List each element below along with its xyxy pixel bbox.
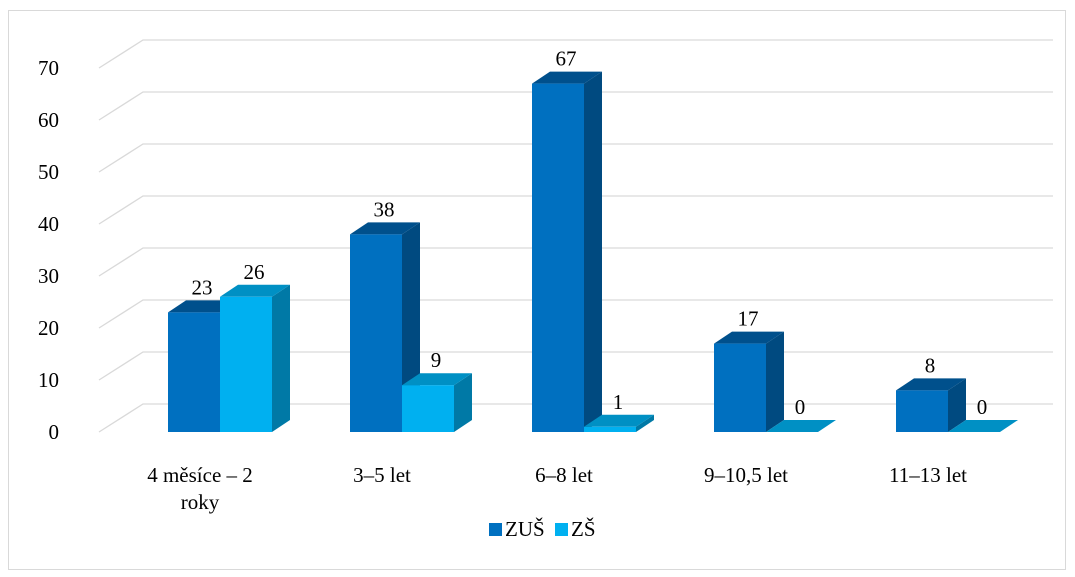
bar-top <box>584 414 654 427</box>
bar-front <box>584 426 636 432</box>
bar-ZŠ-1 <box>402 373 472 432</box>
data-label: 38 <box>374 197 395 221</box>
data-labels: 23 26 38 9 67 1 17 0 8 0 <box>192 47 988 419</box>
data-label: 23 <box>192 275 213 299</box>
data-label: 9 <box>431 348 442 372</box>
gridline <box>98 143 1053 173</box>
gridline <box>98 247 1053 277</box>
bar-front <box>714 343 766 432</box>
data-label: 67 <box>556 47 577 71</box>
bar-front <box>220 296 272 432</box>
data-label: 0 <box>977 395 988 419</box>
y-axis-ticks: 0 10 20 30 40 50 60 70 <box>38 56 59 444</box>
bar-top <box>350 222 420 235</box>
bar-side <box>584 71 602 432</box>
x-category-label: 4 měsíce – 2 roky <box>147 463 253 514</box>
bar-ZUŠ-2 <box>532 71 602 432</box>
y-tick-label: 40 <box>38 212 59 236</box>
bar-ZŠ-2 <box>584 414 654 432</box>
y-tick-label: 50 <box>38 160 59 184</box>
x-category-label: 6–8 let <box>535 463 593 487</box>
gridline <box>98 299 1053 329</box>
bar-front <box>402 385 454 432</box>
y-tick-label: 70 <box>38 56 59 80</box>
data-label: 17 <box>738 307 759 331</box>
bar-ZŠ-0 <box>220 284 290 432</box>
gridline <box>98 195 1053 225</box>
legend: ZUŠ ZŠ <box>489 517 596 541</box>
gridline <box>98 91 1053 121</box>
y-tick-label: 20 <box>38 316 59 340</box>
chart-frame: 0 10 20 30 40 50 60 70 23 26 38 9 67 1 17 0 8 0 4 měsíce… <box>8 10 1066 570</box>
data-label: 0 <box>795 395 806 419</box>
bar-front <box>532 83 584 432</box>
x-category-label: 3–5 let <box>353 463 411 487</box>
legend-swatch <box>555 523 568 536</box>
x-category-label: 9–10,5 let <box>704 463 788 487</box>
bar-side <box>272 284 290 432</box>
bar-top <box>402 373 472 386</box>
bar-ZUŠ-4 <box>896 378 966 432</box>
bar-top <box>948 420 1018 432</box>
x-category-label: 11–13 let <box>889 463 967 487</box>
y-tick-label: 60 <box>38 108 59 132</box>
legend-swatch <box>489 523 502 536</box>
data-label: 26 <box>244 260 265 284</box>
data-label: 8 <box>925 353 936 377</box>
y-tick-label: 30 <box>38 264 59 288</box>
bar-top <box>896 378 966 391</box>
bar-side <box>454 373 472 432</box>
legend-label: ZUŠ <box>505 517 545 541</box>
legend-item: ZŠ <box>555 517 596 541</box>
bar-ZŠ-3 <box>766 420 836 432</box>
legend-item: ZUŠ <box>489 517 545 541</box>
bar-top <box>766 420 836 432</box>
bar-front <box>168 312 220 432</box>
bar-top <box>220 284 290 297</box>
gridline <box>98 39 1053 69</box>
bar-side <box>766 331 784 432</box>
gridlines <box>98 39 1053 433</box>
bar-chart: 0 10 20 30 40 50 60 70 23 26 38 9 67 1 17 0 8 0 4 měsíce… <box>38 39 1053 541</box>
bar-top <box>532 71 602 84</box>
legend-label: ZŠ <box>571 517 596 541</box>
y-tick-label: 0 <box>49 420 60 444</box>
bar-top <box>714 331 784 344</box>
x-axis-categories: 4 měsíce – 2 roky 3–5 let 6–8 let 9–10,5 let… <box>147 463 967 514</box>
y-tick-label: 10 <box>38 368 59 392</box>
bar-front <box>350 234 402 432</box>
bar-side <box>948 378 966 432</box>
bar-ZŠ-4 <box>948 420 1018 432</box>
data-label: 1 <box>613 390 624 414</box>
bars <box>168 71 1018 432</box>
bar-front <box>896 390 948 432</box>
bar-side <box>636 414 654 432</box>
bar-ZUŠ-3 <box>714 331 784 432</box>
